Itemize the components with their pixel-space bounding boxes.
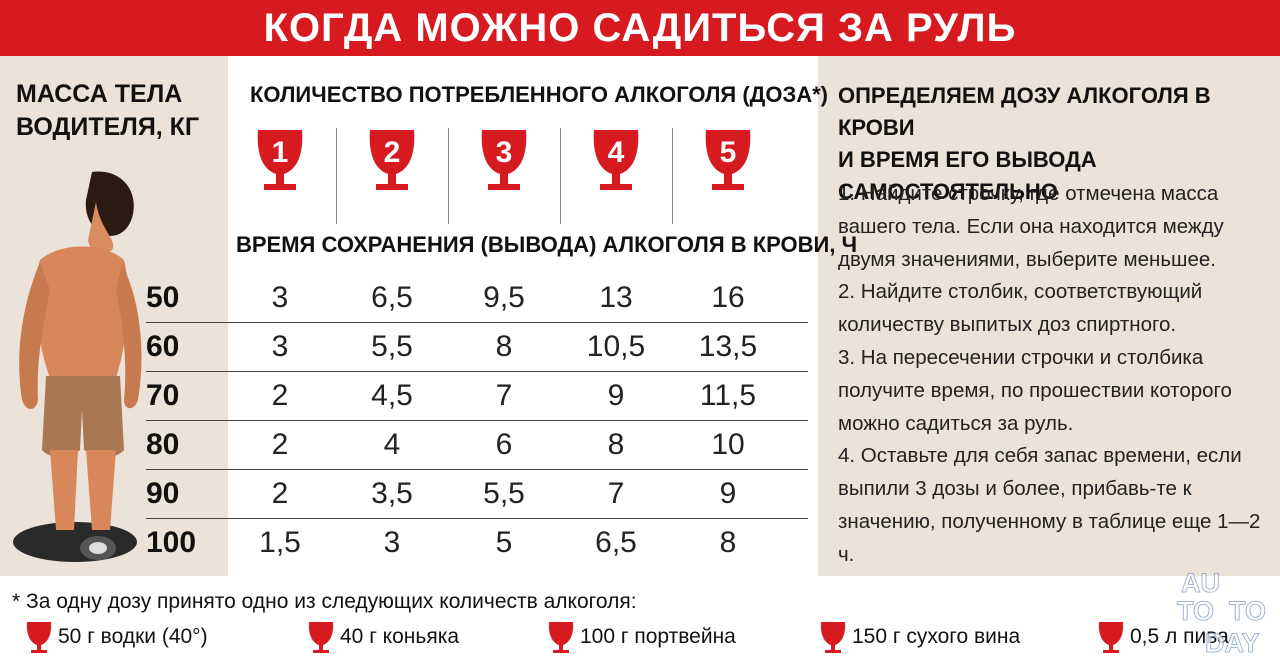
- time-cell: 3: [271, 330, 289, 363]
- watermark-text: TO: [1177, 596, 1214, 626]
- time-cell: 16: [711, 281, 745, 314]
- instructions-title-line: И ВРЕМЯ ЕГО ВЫВОДА САМОСТОЯТЕЛЬНО: [838, 147, 1097, 204]
- dose-header: КОЛИЧЕСТВО ПОТРЕБЛЕННОГО АЛКОГОЛЯ (ДОЗА*…: [250, 82, 829, 107]
- time-cell: 5,5: [483, 477, 525, 510]
- mass-header: МАССА ТЕЛА ВОДИТЕЛЯ, КГ: [16, 78, 199, 144]
- instruction-step: 2. Найдите столбик, соответствующий коли…: [838, 280, 1203, 337]
- time-cell: 13,5: [698, 330, 758, 363]
- man-on-scale-illustration: [13, 171, 142, 562]
- row-divider: [146, 420, 808, 421]
- dose-equivalent: 100 г портвейна: [546, 620, 736, 654]
- watermark-text: TO: [1229, 596, 1266, 626]
- dose-equivalent-label: 0,5 л пива: [1130, 625, 1229, 648]
- dose-equivalent: 40 г коньяка: [306, 620, 459, 654]
- watermark-text: AU: [1181, 568, 1220, 598]
- time-cell: 9: [607, 379, 625, 412]
- time-cell: 5,5: [371, 330, 413, 363]
- dose-equivalent-label: 40 г коньяка: [340, 625, 460, 648]
- page-title: КОГДА МОЖНО САДИТЬСЯ ЗА РУЛЬ: [263, 5, 1017, 50]
- mass-value: 100: [146, 526, 197, 559]
- mass-value: 90: [146, 477, 180, 510]
- time-cell: 2: [271, 428, 289, 461]
- autoto-day-watermark: AU TO TO DAY: [1177, 568, 1267, 659]
- column-divider: [672, 128, 673, 224]
- time-cell: 4,5: [371, 379, 413, 412]
- time-cell: 1,5: [259, 526, 301, 559]
- instructions-title: ОПРЕДЕЛЯЕМ ДОЗУ АЛКОГОЛЯ В КРОВИ И ВРЕМЯ…: [838, 80, 1278, 208]
- time-cell: 3: [271, 281, 289, 314]
- wine-glass-icon: 3: [481, 130, 527, 190]
- watermark-text: DAY: [1205, 628, 1260, 658]
- wine-glass-icon: 5: [705, 130, 751, 190]
- time-header: ВРЕМЯ СОХРАНЕНИЯ (ВЫВОДА) АЛКОГОЛЯ В КРО…: [236, 232, 858, 257]
- wine-glass-icon: [1098, 622, 1124, 653]
- time-cell: 2: [271, 477, 289, 510]
- instructions-list: 1. Найдите строчку, где отмечена масса в…: [838, 178, 1270, 572]
- time-cell: 5: [495, 526, 513, 559]
- footnote: * За одну дозу принято одно из следующих…: [12, 590, 637, 613]
- right-panel: [818, 56, 1280, 576]
- wine-glass-icon: 1: [257, 130, 303, 190]
- dose-number: 1: [272, 136, 289, 169]
- wine-glass-icon: 2: [369, 130, 415, 190]
- mass-value: 60: [146, 330, 180, 363]
- dose-equivalent-label: 150 г сухого вина: [852, 625, 1021, 648]
- row-divider: [146, 371, 808, 372]
- column-divider: [560, 128, 561, 224]
- dose-number: 2: [384, 136, 401, 169]
- time-cell: 13: [599, 281, 633, 314]
- wine-glass-icon: [820, 622, 846, 653]
- time-cell: 2: [271, 379, 289, 412]
- time-cell: 6: [495, 428, 513, 461]
- row-divider: [146, 469, 808, 470]
- mass-value: 70: [146, 379, 180, 412]
- title-banner: КОГДА МОЖНО САДИТЬСЯ ЗА РУЛЬ: [0, 0, 1280, 56]
- time-cell: 8: [495, 330, 513, 363]
- wine-glass-icon: [308, 622, 334, 653]
- time-cell: 8: [607, 428, 625, 461]
- dose-equivalent-label: 100 г портвейна: [580, 625, 736, 648]
- mass-header-line: ВОДИТЕЛЯ, КГ: [16, 113, 200, 141]
- time-cell: 3,5: [371, 477, 413, 510]
- time-cell: 4: [383, 428, 401, 461]
- instruction-step: 4. Оставьте для себя запас времени, если…: [838, 444, 1261, 566]
- wine-glass-icon: 4: [593, 130, 639, 190]
- column-divider: [336, 128, 337, 224]
- time-cell: 11,5: [699, 379, 757, 412]
- time-cell: 8: [719, 526, 737, 559]
- row-divider: [146, 322, 808, 323]
- dose-equivalent: 50 г водки (40°): [24, 620, 208, 654]
- time-cell: 7: [607, 477, 625, 510]
- mass-header-line: МАССА ТЕЛА: [16, 80, 183, 108]
- wine-glass-icon: [548, 622, 574, 653]
- dose-number: 4: [608, 136, 625, 169]
- time-cell: 10,5: [586, 330, 646, 363]
- column-divider: [448, 128, 449, 224]
- time-cell: 3: [383, 526, 401, 559]
- time-cell: 6,5: [595, 526, 637, 559]
- time-cell: 9,5: [483, 281, 525, 314]
- dose-number: 5: [720, 136, 737, 169]
- row-divider: [146, 518, 808, 519]
- time-cell: 9: [719, 477, 737, 510]
- wine-glass-icon: [26, 622, 52, 653]
- time-cell: 7: [495, 379, 513, 412]
- dose-equivalent: 150 г сухого вина: [818, 620, 1020, 654]
- dose-equivalent: 0,5 л пива: [1096, 620, 1229, 654]
- dose-number: 3: [496, 136, 513, 169]
- instruction-step: 1. Найдите строчку, где отмечена масса в…: [838, 182, 1224, 271]
- time-cell: 10: [711, 428, 745, 461]
- time-cell: 6,5: [371, 281, 413, 314]
- instruction-step: 3. На пересечении строчки и столбика пол…: [838, 345, 1232, 435]
- mass-value: 80: [146, 428, 180, 461]
- dose-equivalent-label: 50 г водки (40°): [58, 625, 208, 648]
- instructions-title-line: ОПРЕДЕЛЯЕМ ДОЗУ АЛКОГОЛЯ В КРОВИ: [838, 83, 1211, 140]
- mass-value: 50: [146, 281, 180, 314]
